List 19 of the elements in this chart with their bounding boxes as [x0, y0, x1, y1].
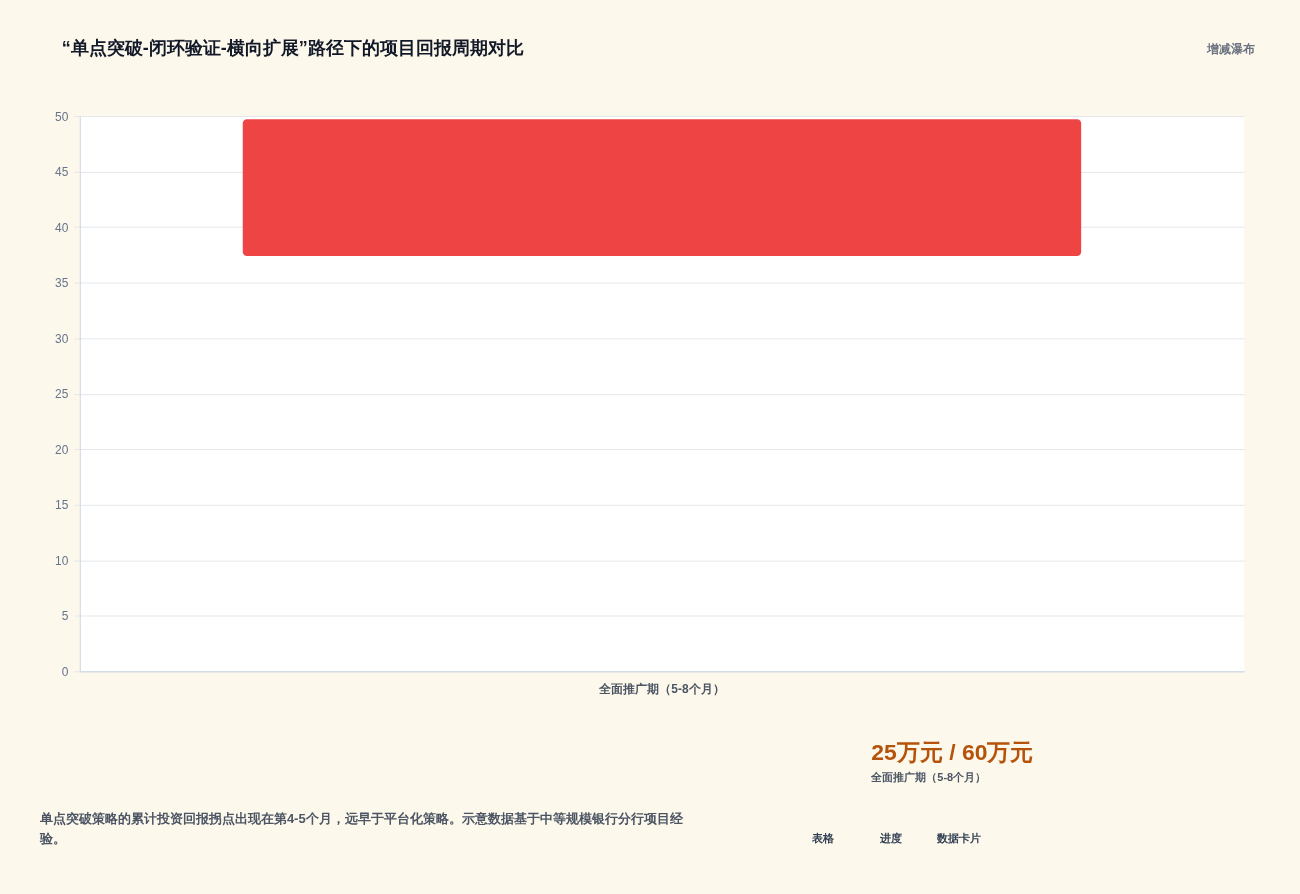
y-tick-label: 30 [54, 331, 69, 346]
y-tick-label: 0 [61, 664, 69, 679]
y-tick-label: 25 [54, 387, 69, 402]
y-tick-label: 10 [54, 553, 69, 568]
text: 进度 [879, 831, 903, 844]
chart-title: “单点突破-闭环验证-横向扩展”路径下的项目回报周期对比 [61, 38, 524, 59]
y-tick-label: 45 [54, 165, 69, 180]
text: 增减瀑布 [1206, 42, 1256, 57]
y-tick-label: 20 [54, 442, 69, 457]
y-tick-label: 35 [54, 276, 69, 291]
text: 表格 [811, 831, 836, 844]
y-tick-label: 40 [54, 220, 69, 235]
y-tick-label: 5 [61, 609, 69, 624]
text: 25万元 / 60万元 [871, 739, 1034, 766]
text: 全面推广期（5-8个月） [870, 770, 987, 784]
text: 数据卡片 [936, 831, 982, 844]
y-tick-label: 50 [54, 109, 69, 124]
text: 单点突破策略的累计投资回报拐点出现在第4-5个月，远早于平台化策略。示意数据基于中等规模银行分行项目经验。 [38, 810, 684, 846]
y-tick-label: 15 [54, 498, 69, 513]
